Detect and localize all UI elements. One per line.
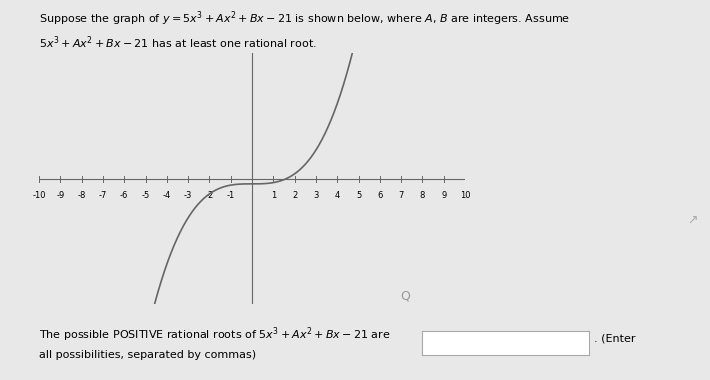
Text: $5x^3 + Ax^2 + Bx - 21$ has at least one rational root.: $5x^3 + Ax^2 + Bx - 21$ has at least one…: [39, 34, 317, 51]
Text: Suppose the graph of $y = 5x^3 + Ax^2 + Bx - 21$ is shown below, where $A$, $B$ : Suppose the graph of $y = 5x^3 + Ax^2 + …: [39, 10, 570, 28]
Text: -1: -1: [226, 191, 235, 200]
Text: -9: -9: [56, 191, 65, 200]
Text: -4: -4: [163, 191, 171, 200]
Text: -10: -10: [32, 191, 46, 200]
Text: all possibilities, separated by commas): all possibilities, separated by commas): [39, 350, 256, 360]
Text: 2: 2: [292, 191, 297, 200]
Text: -7: -7: [99, 191, 107, 200]
Text: . (Enter: . (Enter: [594, 334, 635, 344]
Text: 1: 1: [271, 191, 276, 200]
Text: 9: 9: [441, 191, 447, 200]
Text: 7: 7: [398, 191, 404, 200]
Text: -2: -2: [205, 191, 214, 200]
Text: -3: -3: [184, 191, 192, 200]
Text: Q: Q: [400, 290, 410, 303]
Text: 4: 4: [334, 191, 340, 200]
Text: 6: 6: [377, 191, 383, 200]
Text: -8: -8: [77, 191, 86, 200]
Text: 3: 3: [313, 191, 319, 200]
Text: 10: 10: [460, 191, 470, 200]
Text: -5: -5: [141, 191, 150, 200]
Text: 5: 5: [356, 191, 361, 200]
Text: 8: 8: [420, 191, 425, 200]
Text: ↗: ↗: [687, 214, 697, 227]
Text: -6: -6: [120, 191, 129, 200]
Text: The possible POSITIVE rational roots of $5x^3 + Ax^2 + Bx - 21$ are: The possible POSITIVE rational roots of …: [39, 325, 391, 344]
